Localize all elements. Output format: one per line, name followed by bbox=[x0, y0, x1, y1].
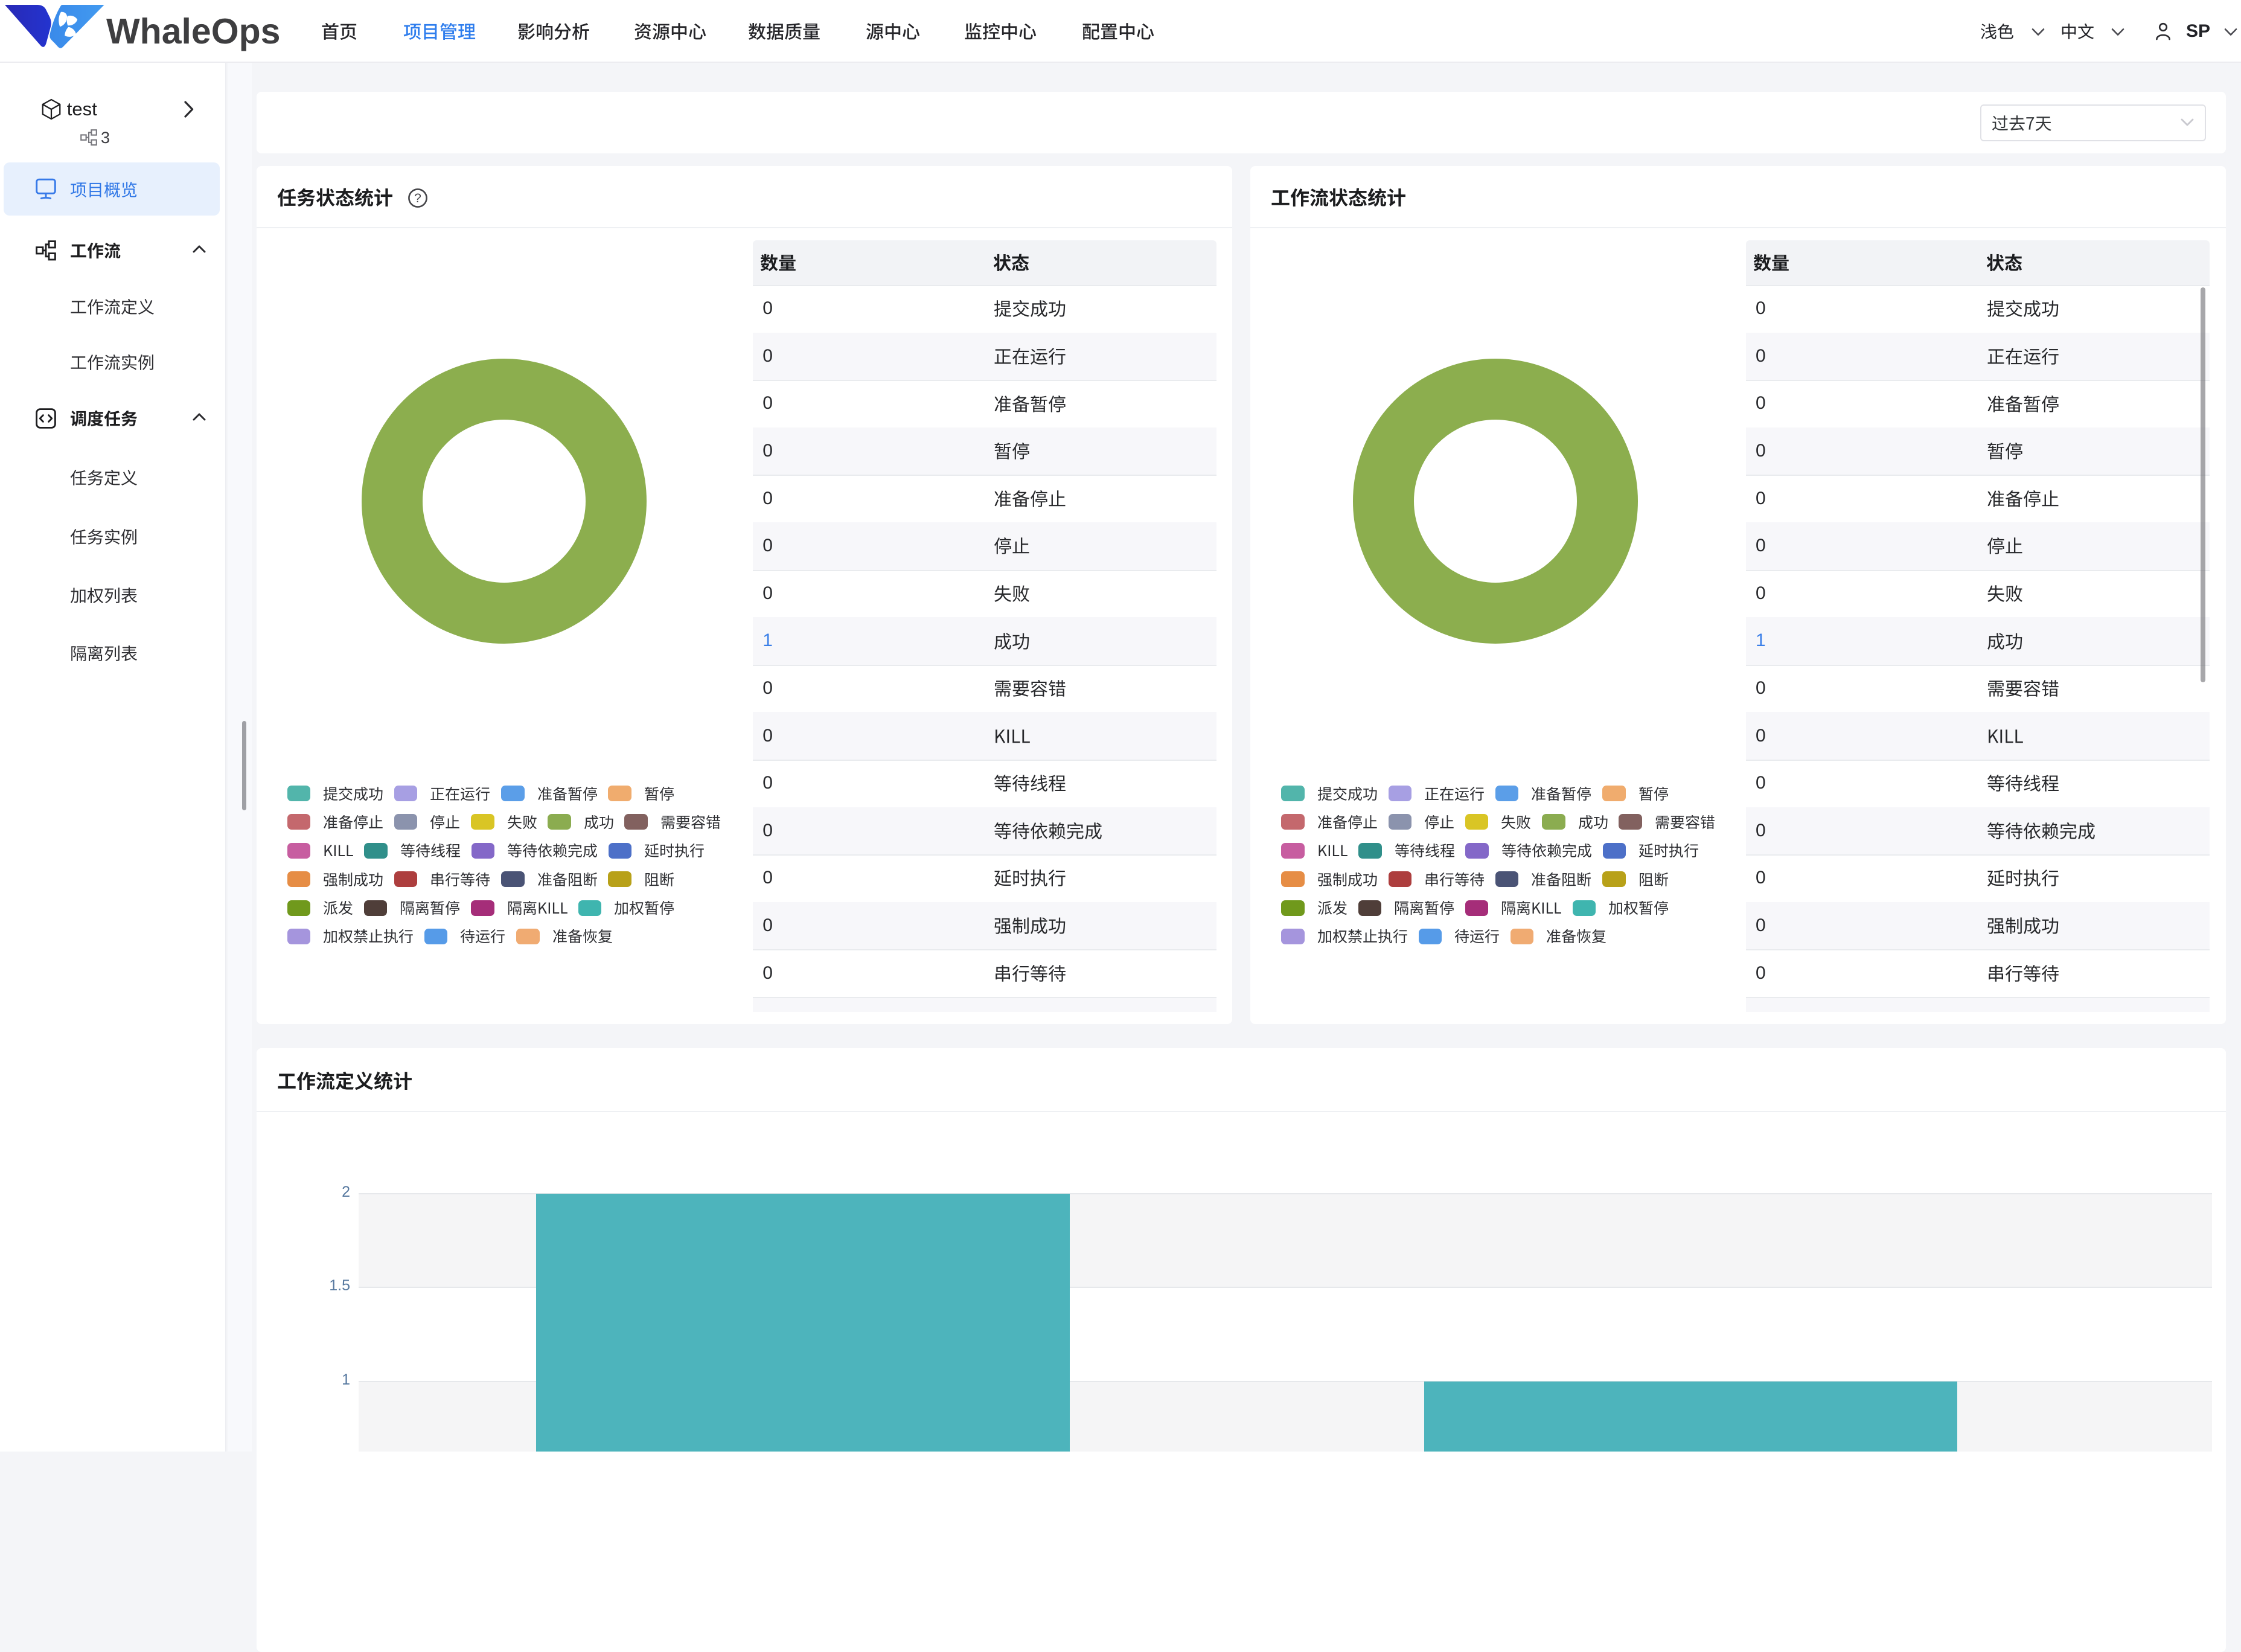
svg-text:?: ? bbox=[414, 191, 421, 205]
